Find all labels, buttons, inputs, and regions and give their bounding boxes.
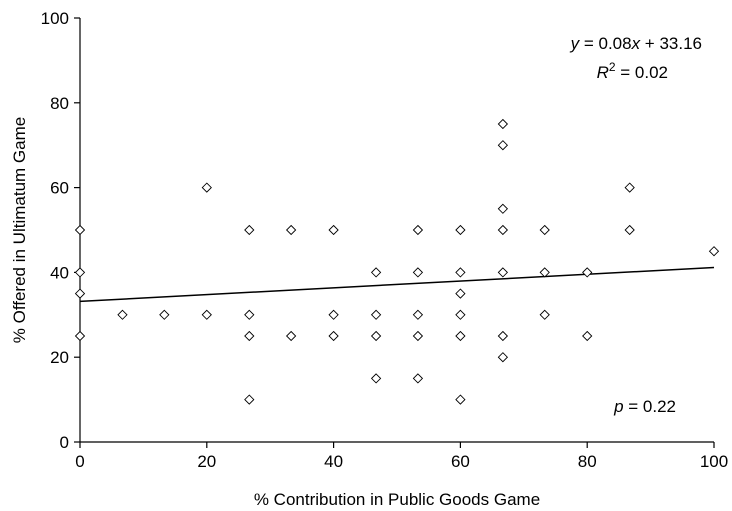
data-point-35 — [497, 224, 509, 236]
data-point-21 — [412, 224, 424, 236]
data-point-22 — [412, 267, 424, 278]
data-point-33 — [497, 140, 509, 151]
data-point-39 — [539, 224, 550, 236]
data-point-17 — [370, 267, 382, 278]
data-point-20 — [370, 373, 382, 384]
data-point-9 — [244, 309, 255, 320]
data-point-12 — [285, 224, 297, 236]
data-point-34 — [497, 203, 509, 214]
data-point-13 — [285, 330, 297, 342]
r-squared: R2 = 0.02 — [597, 60, 668, 82]
data-point-41 — [539, 309, 550, 320]
data-point-31 — [455, 394, 466, 405]
equation-eq: = 0.08 — [579, 34, 631, 53]
x-tick-label-5: 100 — [700, 452, 728, 471]
data-point-7 — [201, 309, 212, 320]
data-point-2 — [74, 288, 86, 299]
p-p: p — [613, 397, 623, 416]
data-point-24 — [412, 330, 424, 342]
r2-value: = 0.02 — [616, 63, 668, 82]
data-point-28 — [455, 288, 466, 299]
x-tick-label-0: 0 — [75, 452, 84, 471]
data-point-18 — [370, 309, 382, 320]
p-rest: = 0.22 — [624, 397, 676, 416]
data-point-38 — [497, 352, 509, 363]
data-point-25 — [412, 373, 424, 384]
data-point-16 — [328, 330, 339, 342]
data-point-26 — [455, 224, 466, 236]
x-axis-label: % Contribution in Public Goods Game — [254, 490, 540, 509]
data-point-44 — [624, 182, 635, 193]
y-tick-label-1: 20 — [50, 348, 69, 367]
data-point-19 — [370, 330, 382, 342]
data-point-45 — [624, 224, 635, 236]
data-point-46 — [708, 246, 720, 257]
data-point-43 — [582, 330, 593, 342]
x-ticks: 0 20 40 60 80 100 — [75, 442, 728, 471]
data-point-29 — [455, 309, 466, 320]
y-ticks: 0 20 40 60 80 100 — [41, 9, 80, 452]
data-point-32 — [497, 118, 509, 130]
data-point-10 — [244, 330, 255, 342]
data-point-23 — [412, 309, 424, 320]
data-point-30 — [455, 330, 466, 342]
p-value: p = 0.22 — [613, 397, 676, 416]
r2-superscript: 2 — [609, 60, 616, 74]
data-point-14 — [328, 224, 339, 236]
data-point-37 — [497, 330, 509, 342]
data-point-42 — [582, 267, 593, 278]
r2-r: R — [597, 63, 609, 82]
data-point-3 — [74, 330, 86, 342]
x-tick-label-4: 80 — [578, 452, 597, 471]
data-point-5 — [159, 309, 170, 320]
equation-rest: + 33.16 — [640, 34, 702, 53]
equation-y: y — [570, 34, 581, 53]
data-point-6 — [201, 182, 212, 193]
equation-x: x — [631, 34, 641, 53]
data-point-4 — [117, 309, 128, 320]
y-axis-label: % Offered in Ultimatum Game — [10, 117, 29, 343]
data-point-40 — [539, 267, 550, 278]
data-point-15 — [328, 309, 339, 320]
data-point-36 — [497, 267, 509, 278]
data-point-0 — [74, 224, 86, 236]
y-tick-label-2: 40 — [50, 263, 69, 282]
data-point-27 — [455, 267, 466, 278]
y-tick-label-4: 80 — [50, 94, 69, 113]
x-tick-label-3: 60 — [451, 452, 470, 471]
data-point-1 — [74, 267, 86, 278]
y-tick-label-0: 0 — [60, 433, 69, 452]
x-tick-label-1: 20 — [197, 452, 216, 471]
data-points — [74, 118, 720, 405]
x-tick-label-2: 40 — [324, 452, 343, 471]
data-point-8 — [244, 224, 255, 236]
y-tick-label-3: 60 — [50, 179, 69, 198]
regression-equation: y = 0.08x + 33.16 — [570, 34, 702, 53]
trend-line — [79, 266, 715, 303]
data-point-11 — [244, 394, 255, 405]
y-tick-label-5: 100 — [41, 9, 69, 28]
